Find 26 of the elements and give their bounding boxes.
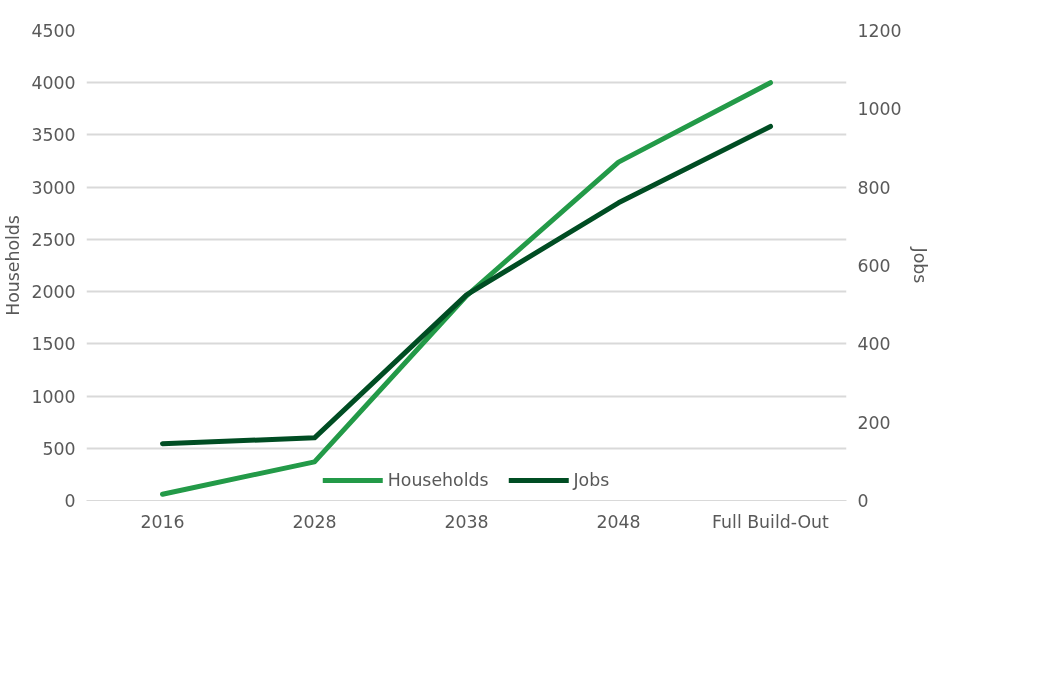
x-tick-label: 2016 [140, 511, 185, 532]
y-tick-label: 3500 [31, 125, 76, 146]
y2-tick-label: 600 [857, 256, 891, 276]
x-tick-label: 2028 [292, 511, 337, 532]
y2-tick-label: 0 [857, 491, 869, 511]
y-tick-label: 4000 [31, 73, 76, 94]
y-tick-label: 2000 [31, 282, 76, 303]
y-tick-label: 1500 [31, 334, 76, 355]
y2-tick-label: 400 [857, 334, 891, 355]
y2-axis-title: Jobs [909, 246, 930, 284]
y2-tick-label: 1000 [857, 99, 902, 120]
y-tick-label: 3000 [31, 177, 76, 198]
y-tick-label: 1000 [31, 386, 76, 407]
x-tick-label: Full Build-Out [712, 511, 830, 532]
legend-label: Jobs [573, 470, 610, 490]
y2-tick-label: 200 [857, 412, 891, 433]
y2-tick-label: 1200 [857, 21, 902, 41]
y-tick-label: 0 [64, 491, 76, 511]
legend-label: Households [387, 470, 489, 490]
x-tick-label: 2038 [444, 511, 489, 532]
y-tick-label: 4500 [31, 21, 76, 41]
y-tick-label: 2500 [31, 229, 76, 250]
y-tick-label: 500 [42, 438, 76, 459]
y2-tick-label: 800 [857, 177, 891, 198]
y-axis-title: Households [3, 215, 24, 316]
x-tick-label: 2048 [596, 511, 641, 532]
